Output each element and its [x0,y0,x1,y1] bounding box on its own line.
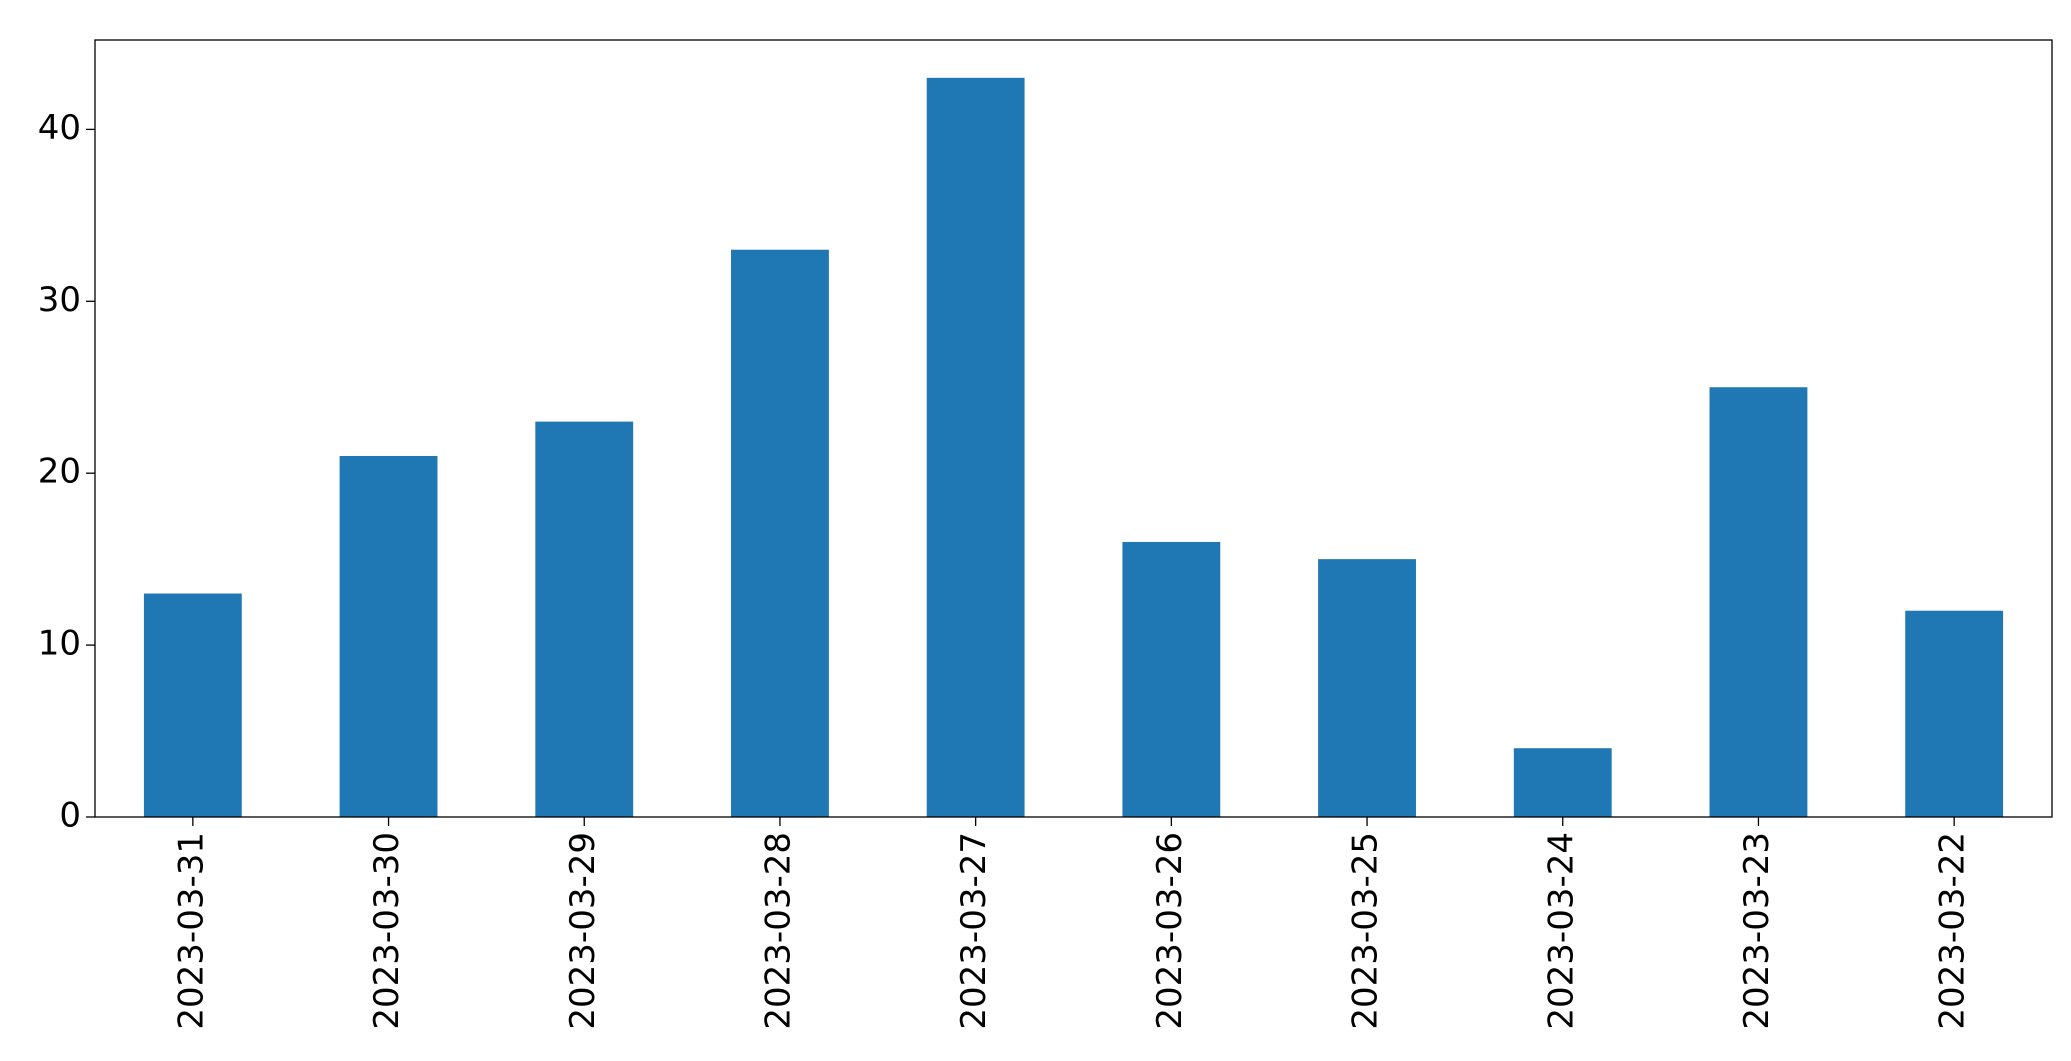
x-tick-label: 2023-03-26 [1150,832,1190,1030]
y-tick-label: 40 [38,108,81,148]
x-tick-label: 2023-03-22 [1933,832,1973,1030]
x-tick-label: 2023-03-31 [171,832,211,1030]
x-tick-label: 2023-03-24 [1541,832,1581,1030]
x-tick-label: 2023-03-29 [563,832,603,1030]
bar [1122,541,1221,817]
bar [731,249,829,817]
bar [535,421,634,817]
x-tick-label: 2023-03-27 [954,832,994,1030]
y-tick-label: 10 [38,624,81,664]
bar [1318,559,1416,817]
x-tick-label: 2023-03-25 [1346,832,1386,1030]
y-tick-label: 20 [38,452,81,492]
plot-frame [94,39,2053,818]
bar [143,593,242,817]
x-tick-label: 2023-03-30 [367,832,407,1030]
bar [1709,387,1808,817]
bar [926,77,1025,817]
bar [1905,610,2004,817]
bar [1513,748,1612,817]
x-tick-label: 2023-03-28 [758,832,798,1030]
y-tick-label: 30 [38,280,81,320]
bar [339,456,438,817]
x-tick-label: 2023-03-23 [1737,832,1777,1030]
y-tick-label: 0 [59,796,81,836]
